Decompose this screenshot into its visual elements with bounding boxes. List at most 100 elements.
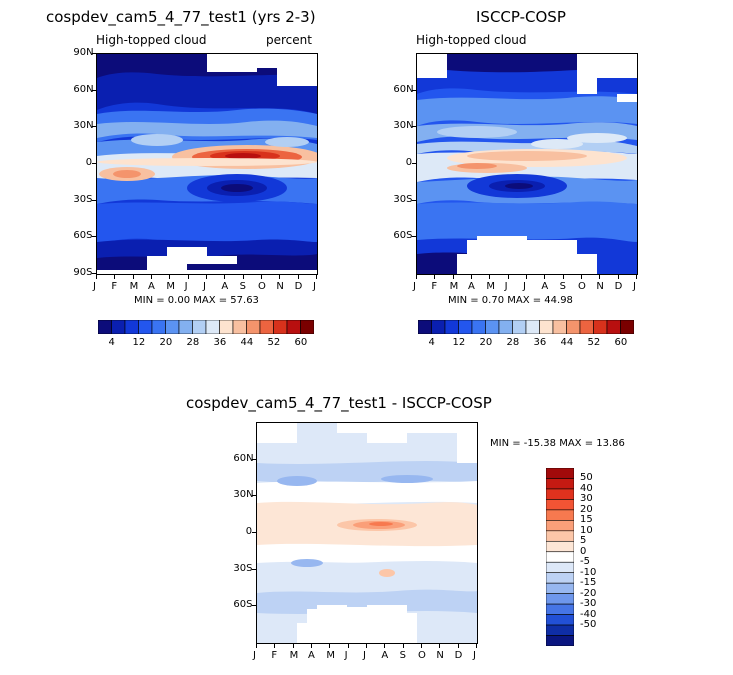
plot1-ytick-3: [92, 163, 96, 164]
plot2-xtick-label-3: A: [468, 281, 475, 292]
plot2-ytick-3: [412, 200, 416, 201]
plot2-colorbar-swatch-5: [485, 320, 500, 334]
plot1-xtick-3: [151, 275, 152, 279]
plot1-colorbar-label-4: 36: [213, 337, 227, 348]
plot2-colorbar-swatch-2: [444, 320, 459, 334]
plot1-colorbar-label-5: 44: [240, 337, 254, 348]
plot2-cell-6: [505, 183, 533, 189]
plot2-ytick-label-2: 0: [405, 157, 413, 168]
plot3-colorbar-swatch-8: [546, 551, 574, 563]
plot1-ytick-label-0: 90N: [73, 47, 94, 58]
plot2-xtick-7: [544, 275, 546, 279]
plot3-xtick-0: [256, 644, 257, 648]
plot2-stats: MIN = 0.70 MAX = 44.98: [448, 295, 573, 306]
plot3-colorbar-label-14: -50: [580, 619, 597, 631]
plot2-colorbar-swatch-4: [471, 320, 486, 334]
plot3-colorbar-label-2: 30: [580, 493, 593, 505]
plot3-ytick-4: [252, 605, 256, 606]
plot2-ytick-label-3: 30S: [393, 194, 413, 205]
plot1-band-7: [97, 201, 317, 244]
plot3-colorbar-label-6: 5: [580, 535, 587, 547]
plot2-heatmap: [416, 53, 638, 275]
plot1-colorbar-label-7: 60: [294, 337, 308, 348]
plot2-ytick-label-1: 30N: [393, 120, 414, 131]
plot3-xtick-11: [457, 644, 459, 648]
plot1-ytick-6: [92, 273, 96, 274]
plot3-missing-3: [297, 605, 417, 643]
plot3-xtick-7: [384, 644, 386, 648]
plot3-xtick-label-8: S: [399, 650, 407, 661]
plot3-xtick-5: [347, 644, 349, 648]
plot1-title: cospdev_cam5_4_77_test1 (yrs 2-3): [46, 8, 316, 26]
plot2-missing-0: [417, 54, 447, 78]
plot1-xtick-label-1: F: [111, 281, 118, 292]
plot2-colorbar-swatch-9: [539, 320, 554, 334]
plot3-xtick-12: [476, 644, 477, 648]
plot2-xtick-6: [526, 275, 527, 279]
plot2-colorbar-svg: [418, 320, 634, 334]
plot3-cell-2: [369, 522, 393, 526]
plot1-xtick-12: [316, 275, 317, 279]
plot3-colorbar-label-7: 0: [580, 545, 587, 557]
plot1-colorbar-label-3: 28: [186, 337, 200, 348]
plot3-cell-7: [445, 531, 469, 539]
plot2-colorbar-swatch-10: [552, 320, 567, 334]
plot3-cell-3: [277, 476, 317, 486]
plot3-missing-2: [457, 423, 477, 463]
plot2-xtick-label-0: J: [413, 281, 416, 292]
plot3-cell-5: [291, 559, 323, 567]
plot1-colorbar-swatch-11: [246, 320, 261, 334]
plot2-ytick-1: [412, 126, 416, 127]
plot1-xtick-label-5: J: [184, 281, 188, 292]
plot1-colorbar-swatch-6: [178, 320, 193, 334]
plot3-ytick-label-1: 30N: [233, 489, 254, 500]
plot2-colorbar-label-3: 28: [506, 337, 520, 348]
plot3-colorbar-label-5: 10: [580, 524, 593, 536]
plot2-colorbar-swatch-11: [566, 320, 581, 334]
plot2-colorbar-label-2: 20: [479, 337, 493, 348]
plot1-heatmap: [96, 53, 318, 275]
plot2-colorbar-swatch-13: [593, 320, 608, 334]
plot3-colorbar-swatch-0: [546, 468, 574, 479]
plot1-ytick-5: [92, 236, 96, 237]
plot2-colorbar-label-5: 44: [560, 337, 574, 348]
plot1-ytick-1: [92, 90, 96, 91]
plot3-xtick-8: [402, 644, 404, 648]
plot1-cell-10: [131, 134, 183, 146]
plot1-xtick-label-8: S: [239, 281, 247, 292]
plot3-xtick-label-0: J: [253, 650, 256, 661]
plot1-xtick-label-9: O: [258, 281, 266, 292]
plot1-colorbar-swatch-13: [273, 320, 288, 334]
plot3-xtick-label-5: J: [344, 650, 348, 661]
plot2-subtitle: High-topped cloud: [416, 33, 527, 47]
plot1-xtick-6: [206, 275, 207, 279]
plot3-colorbar-swatch-11: [546, 582, 574, 594]
plot3-colorbar-swatch-13: [546, 603, 574, 615]
plot3-xtick-10: [439, 644, 441, 648]
plot2-ytick-0: [412, 90, 416, 91]
plot3-heatmap: [256, 422, 478, 644]
plot2-cell-9: [531, 139, 583, 149]
plot2-missing-1: [577, 54, 637, 102]
plot3-xtick-label-4: M: [326, 650, 335, 661]
plot1-band-3: [97, 120, 317, 138]
plot2-xtick-11: [617, 275, 619, 279]
plot1-xtick-label-3: A: [148, 281, 155, 292]
plot3-xtick-label-3: A: [308, 650, 315, 661]
plot2-colorbar-swatch-8: [525, 320, 540, 334]
plot1-ytick-label-6: 90S: [73, 267, 93, 278]
plot1-xtick-9: [261, 275, 262, 279]
plot3-band-6: [257, 423, 477, 464]
plot3-colorbar-label-0: 50: [580, 472, 593, 484]
plot1-xtick-11: [297, 275, 299, 279]
plot1-colorbar-swatch-10: [232, 320, 247, 334]
plot3-xtick-6: [366, 644, 367, 648]
plot1-colorbar: [98, 320, 314, 334]
plot2-title: ISCCP-COSP: [476, 8, 566, 26]
plot1-colorbar-swatch-15: [300, 320, 314, 334]
plot2-cell-3: [457, 163, 497, 169]
plot3-band-3: [257, 543, 477, 564]
plot3-svg: [257, 423, 477, 643]
plot1-ytick-4: [92, 200, 96, 201]
plot2-colorbar-swatch-12: [579, 320, 594, 334]
